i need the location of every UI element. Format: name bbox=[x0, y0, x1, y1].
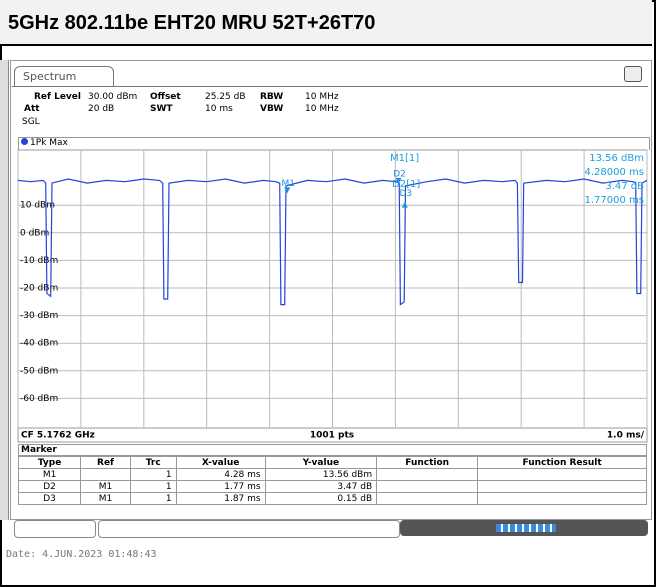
setting-value: 20 dB bbox=[88, 104, 115, 114]
footer-label: 1.0 ms/ bbox=[607, 431, 645, 441]
table-cell bbox=[376, 468, 479, 481]
setting-value: 25.25 dB bbox=[205, 92, 246, 102]
marker-label: D3 bbox=[400, 189, 413, 199]
setting-label: VBW bbox=[260, 104, 284, 114]
trace-legend: 1Pk Max bbox=[18, 137, 650, 150]
y-tick-label: -30 dBm bbox=[20, 311, 58, 321]
table-cell: 1.87 ms bbox=[175, 492, 266, 505]
y-tick-label: -10 dBm bbox=[20, 256, 58, 266]
date: Date: 4.JUN.2023 01:48:43 bbox=[6, 549, 157, 560]
table-cell: X-value bbox=[175, 456, 266, 469]
setting-label: RBW bbox=[260, 92, 284, 102]
status-bar bbox=[400, 520, 648, 536]
marker-readout: D2[1] bbox=[392, 179, 420, 190]
table-cell bbox=[477, 492, 647, 505]
legend-label: 1Pk Max bbox=[30, 138, 68, 148]
table-cell: 13.56 dBm bbox=[264, 468, 378, 481]
tab-line bbox=[12, 86, 648, 87]
table-cell: Function bbox=[376, 456, 479, 469]
table-row: D2 M1 1 1.77 ms 3.47 dB bbox=[17, 480, 647, 493]
table-cell: 0.15 dB bbox=[264, 492, 378, 505]
table-cell: Trc bbox=[129, 456, 177, 469]
y-tick-label: -20 dBm bbox=[20, 284, 58, 294]
y-tick-label: 10 dBm bbox=[20, 201, 55, 211]
marker bbox=[284, 187, 291, 194]
y-tick-label: 0 dBm bbox=[20, 228, 49, 238]
table-cell: Ref bbox=[80, 456, 131, 469]
header-row: Type Ref Trc X-value Y-value Function Function… bbox=[17, 456, 647, 469]
instrument-screen bbox=[10, 60, 652, 520]
setting-value: 10 MHz bbox=[305, 92, 339, 102]
table-cell: 1.77 ms bbox=[175, 480, 266, 493]
setting-label: SWT bbox=[150, 104, 173, 114]
footer-label: 1001 pts bbox=[310, 431, 354, 441]
table-cell bbox=[477, 468, 647, 481]
table-cell bbox=[80, 468, 131, 481]
setting-value: 30.00 dBm bbox=[88, 92, 138, 102]
table-cell: D3 bbox=[17, 492, 82, 505]
footer-label: CF 5.1762 GHz bbox=[21, 431, 95, 441]
table-cell: M1 bbox=[17, 468, 82, 481]
marker-readout: 1.77000 ms bbox=[585, 195, 644, 206]
y-tick-label: -60 dBm bbox=[20, 394, 58, 404]
setting-value: 10 ms bbox=[205, 104, 233, 114]
status-box bbox=[98, 520, 400, 538]
icon[interactable] bbox=[624, 66, 642, 82]
setting-label: Offset bbox=[150, 92, 181, 102]
marker-readout: 4.28000 ms bbox=[585, 167, 644, 178]
table-cell: 1 bbox=[129, 468, 177, 481]
table-cell: 3.47 dB bbox=[264, 480, 378, 493]
status-box bbox=[14, 520, 96, 538]
table-cell bbox=[477, 480, 647, 493]
marker bbox=[401, 201, 408, 208]
table-cell: Y-value bbox=[264, 456, 378, 469]
table-cell: 1 bbox=[129, 492, 177, 505]
marker-label: D2 bbox=[393, 169, 406, 179]
table-cell: M1 bbox=[80, 492, 131, 505]
table-cell: M1 bbox=[80, 480, 131, 493]
marker-title: Marker bbox=[18, 444, 647, 456]
setting-label: Att bbox=[24, 104, 40, 114]
progress bbox=[496, 524, 556, 532]
marker-readout: 3.47 dB bbox=[605, 181, 644, 192]
trace bbox=[17, 178, 648, 306]
marker-readout: M1[1] bbox=[390, 153, 419, 164]
table-cell: 4.28 ms bbox=[175, 468, 266, 481]
setting-label: Ref Level bbox=[34, 92, 81, 102]
legend-dot bbox=[21, 138, 28, 145]
tab[interactable]: Spectrum bbox=[14, 66, 114, 86]
table-row: D3 M1 1 1.87 ms 0.15 dB bbox=[17, 492, 647, 505]
mode: SGL bbox=[22, 117, 40, 127]
y-tick-label: -50 dBm bbox=[20, 366, 58, 376]
title: 5GHz 802.11be EHT20 MRU 52T+26T70 bbox=[0, 0, 652, 46]
marker-label: M1 bbox=[281, 179, 295, 189]
marker-readout: 13.56 dBm bbox=[589, 153, 644, 164]
table-row: M1 1 4.28 ms 13.56 dBm bbox=[17, 468, 647, 481]
chart: 10 dBm 0 dBm -10 dBm -20 dBm -30 dBm -40 dBm -… bbox=[17, 149, 648, 443]
marker bbox=[395, 177, 402, 184]
table-cell: 1 bbox=[129, 480, 177, 493]
side-strip bbox=[0, 60, 9, 520]
table-cell bbox=[376, 480, 479, 493]
table-cell bbox=[376, 492, 479, 505]
table-cell: Type bbox=[17, 456, 82, 469]
setting-value: 10 MHz bbox=[305, 104, 339, 114]
table-cell: Function Result bbox=[477, 456, 647, 469]
marker-table: Type Ref Trc X-value Y-value Function Function… bbox=[17, 456, 647, 505]
table-cell: D2 bbox=[17, 480, 82, 493]
y-tick-label: -40 dBm bbox=[20, 339, 58, 349]
